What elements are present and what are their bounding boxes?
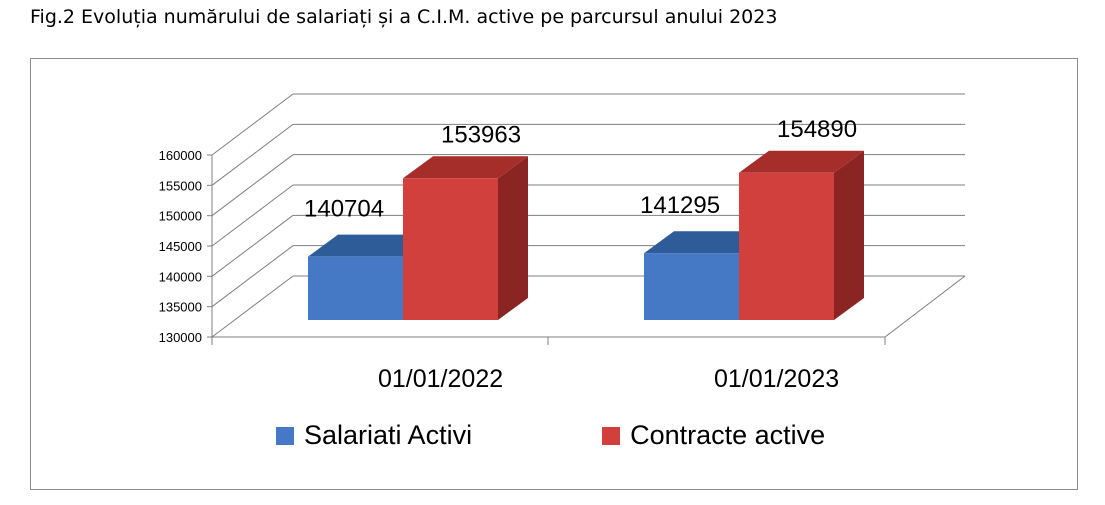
y-tick-label: 155000 [159,178,202,193]
bar-top-0-0 [308,234,433,257]
legend-item-salariati: Salariati Activi [276,420,472,451]
y-tick-label: 130000 [159,330,202,345]
data-label: 141295 [640,192,720,219]
legend-label-salariati: Salariati Activi [304,420,473,450]
y-tick-label: 135000 [159,300,202,315]
legend-label-contracte: Contracte active [630,420,826,450]
side-grid-line [211,93,294,156]
legend-item-contracte: Contracte active [602,420,825,451]
side-grid-line [211,214,294,277]
data-label: 140704 [304,196,384,223]
side-grid-line [211,123,294,186]
chart-legend: Salariati Activi Contracte active [276,420,955,451]
x-tick-label: 01/01/2022 [378,365,503,393]
side-grid-line [211,245,294,308]
bar-top-0-1 [644,231,769,254]
legend-swatch-contracte [602,426,621,445]
legend-swatch-salariati [276,426,294,445]
x-tick-label: 01/01/2023 [714,365,839,393]
bar-salariati-activi-0 [308,256,403,320]
y-tick-label: 150000 [159,209,202,224]
side-grid-line [211,275,294,338]
bar-top-1-0 [403,156,528,179]
y-tick-label: 160000 [159,148,202,163]
bar-salariati-activi-1 [644,253,739,320]
side-grid-line [211,184,294,247]
y-tick-label: 140000 [159,269,202,284]
y-tick-label: 145000 [159,239,202,254]
bar-contracte-active-1 [739,172,834,320]
bar-side-1-1 [834,150,864,320]
figure-title: Fig.2 Evoluția numărului de salariați și… [30,6,778,28]
data-label: 154890 [777,116,857,143]
data-label: 153963 [441,121,521,148]
bar-top-1-1 [739,150,864,173]
chart-frame [30,58,1078,490]
bar-contracte-active-0 [403,178,498,320]
floor-right-edge [884,275,966,338]
side-grid-line [211,154,294,217]
bar-side-1-0 [498,156,528,320]
